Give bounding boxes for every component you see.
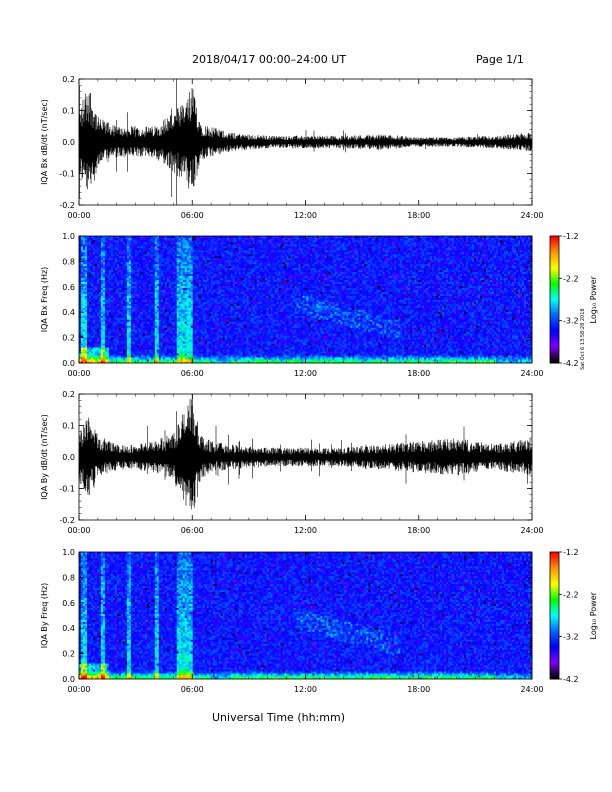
- x-tick-label-3-2: 12:00: [294, 526, 317, 535]
- credit-text: Sat Oct 6 13:58:28 2018: [580, 308, 586, 370]
- y-tick-label-1-4: -0.2: [59, 201, 75, 210]
- colorbar-frame-4: [549, 551, 560, 680]
- x-tick-label-2-4: 24:00: [520, 369, 543, 378]
- y-tick-label-1-0: 0.2: [62, 75, 75, 84]
- x-tick-label-4-3: 18:00: [407, 685, 430, 694]
- colorbar-tick-label-4-1: -2.2: [563, 590, 579, 599]
- y-tick-label-1-1: 0.1: [62, 107, 75, 116]
- header-date-range: 2018/04/17 00:00–24:00 UT: [192, 53, 346, 66]
- spectrogram-cells-4: [79, 552, 533, 680]
- x-tick-label-1-2: 12:00: [294, 211, 317, 220]
- y-tick-label-3-4: -0.2: [59, 516, 75, 525]
- x-tick-label-4-4: 24:00: [520, 685, 543, 694]
- x-tick-label-2-0: 00:00: [67, 369, 90, 378]
- y-axis-label-2: IQA Bx Freq (Hz): [40, 267, 49, 333]
- colorbar-2: [550, 236, 559, 364]
- colorbar-label-4: Log₁₀ Power: [589, 591, 598, 639]
- y-axis-label-3: IQA By dB/dt (nT/sec): [40, 414, 49, 500]
- colorbar-frame-2: [549, 235, 560, 364]
- colorbar-label-2: Log₁₀ Power: [589, 275, 598, 323]
- y-tick-label-2-1: 0.8: [62, 257, 75, 266]
- y-tick-label-4-3: 0.4: [62, 624, 75, 633]
- header-page-number: Page 1/1: [476, 53, 524, 66]
- colorbar-tick-label-2-0: -1.2: [563, 232, 579, 241]
- y-tick-label-3-2: 0.0: [62, 453, 75, 462]
- waveform-trace-3: [78, 394, 533, 510]
- x-tick-label-1-1: 06:00: [181, 211, 204, 220]
- y-axis-label-1: IQA Bx dB/dt (nT/sec): [40, 99, 49, 185]
- x-axis-label: Universal Time (hh:mm): [212, 711, 345, 724]
- y-tick-label-3-3: -0.1: [59, 485, 75, 494]
- y-tick-label-2-3: 0.4: [62, 308, 75, 317]
- x-tick-label-2-2: 12:00: [294, 369, 317, 378]
- x-tick-label-4-2: 12:00: [294, 685, 317, 694]
- y-tick-label-4-2: 0.6: [62, 599, 75, 608]
- colorbar-tick-label-2-2: -3.2: [563, 317, 579, 326]
- colorbar-tick-label-2-3: -4.2: [563, 359, 579, 368]
- x-tick-label-3-0: 00:00: [67, 526, 90, 535]
- x-tick-label-4-1: 06:00: [181, 685, 204, 694]
- y-tick-label-4-5: 0.0: [62, 675, 75, 684]
- y-tick-label-4-4: 0.2: [62, 650, 75, 659]
- x-tick-label-3-3: 18:00: [407, 526, 430, 535]
- y-tick-label-3-0: 0.2: [62, 390, 75, 399]
- colorbar-tick-label-4-3: -4.2: [563, 675, 579, 684]
- x-tick-label-3-4: 24:00: [520, 526, 543, 535]
- colorbar-4: [550, 552, 559, 680]
- x-tick-label-1-4: 24:00: [520, 211, 543, 220]
- spectrogram-cells-2: [79, 236, 533, 364]
- x-tick-label-2-3: 18:00: [407, 369, 430, 378]
- x-tick-label-3-1: 06:00: [181, 526, 204, 535]
- y-tick-label-1-2: 0.0: [62, 138, 75, 147]
- colorbar-tick-label-4-2: -3.2: [563, 633, 579, 642]
- x-tick-label-4-0: 00:00: [67, 685, 90, 694]
- colorbar-tick-label-2-1: -2.2: [563, 274, 579, 283]
- x-tick-label-1-0: 00:00: [67, 211, 90, 220]
- waveform-trace-1: [78, 79, 533, 205]
- y-tick-label-4-1: 0.8: [62, 573, 75, 582]
- y-tick-label-2-4: 0.2: [62, 334, 75, 343]
- y-tick-label-2-2: 0.6: [62, 283, 75, 292]
- y-tick-label-1-3: -0.1: [59, 170, 75, 179]
- y-tick-label-2-5: 0.0: [62, 359, 75, 368]
- y-tick-label-2-0: 1.0: [62, 232, 75, 241]
- colorbar-tick-label-4-0: -1.2: [563, 548, 579, 557]
- x-tick-label-1-3: 18:00: [407, 211, 430, 220]
- y-axis-label-4: IQA By Freq (Hz): [40, 583, 49, 649]
- y-tick-label-3-1: 0.1: [62, 422, 75, 431]
- x-tick-label-2-1: 06:00: [181, 369, 204, 378]
- y-tick-label-4-0: 1.0: [62, 548, 75, 557]
